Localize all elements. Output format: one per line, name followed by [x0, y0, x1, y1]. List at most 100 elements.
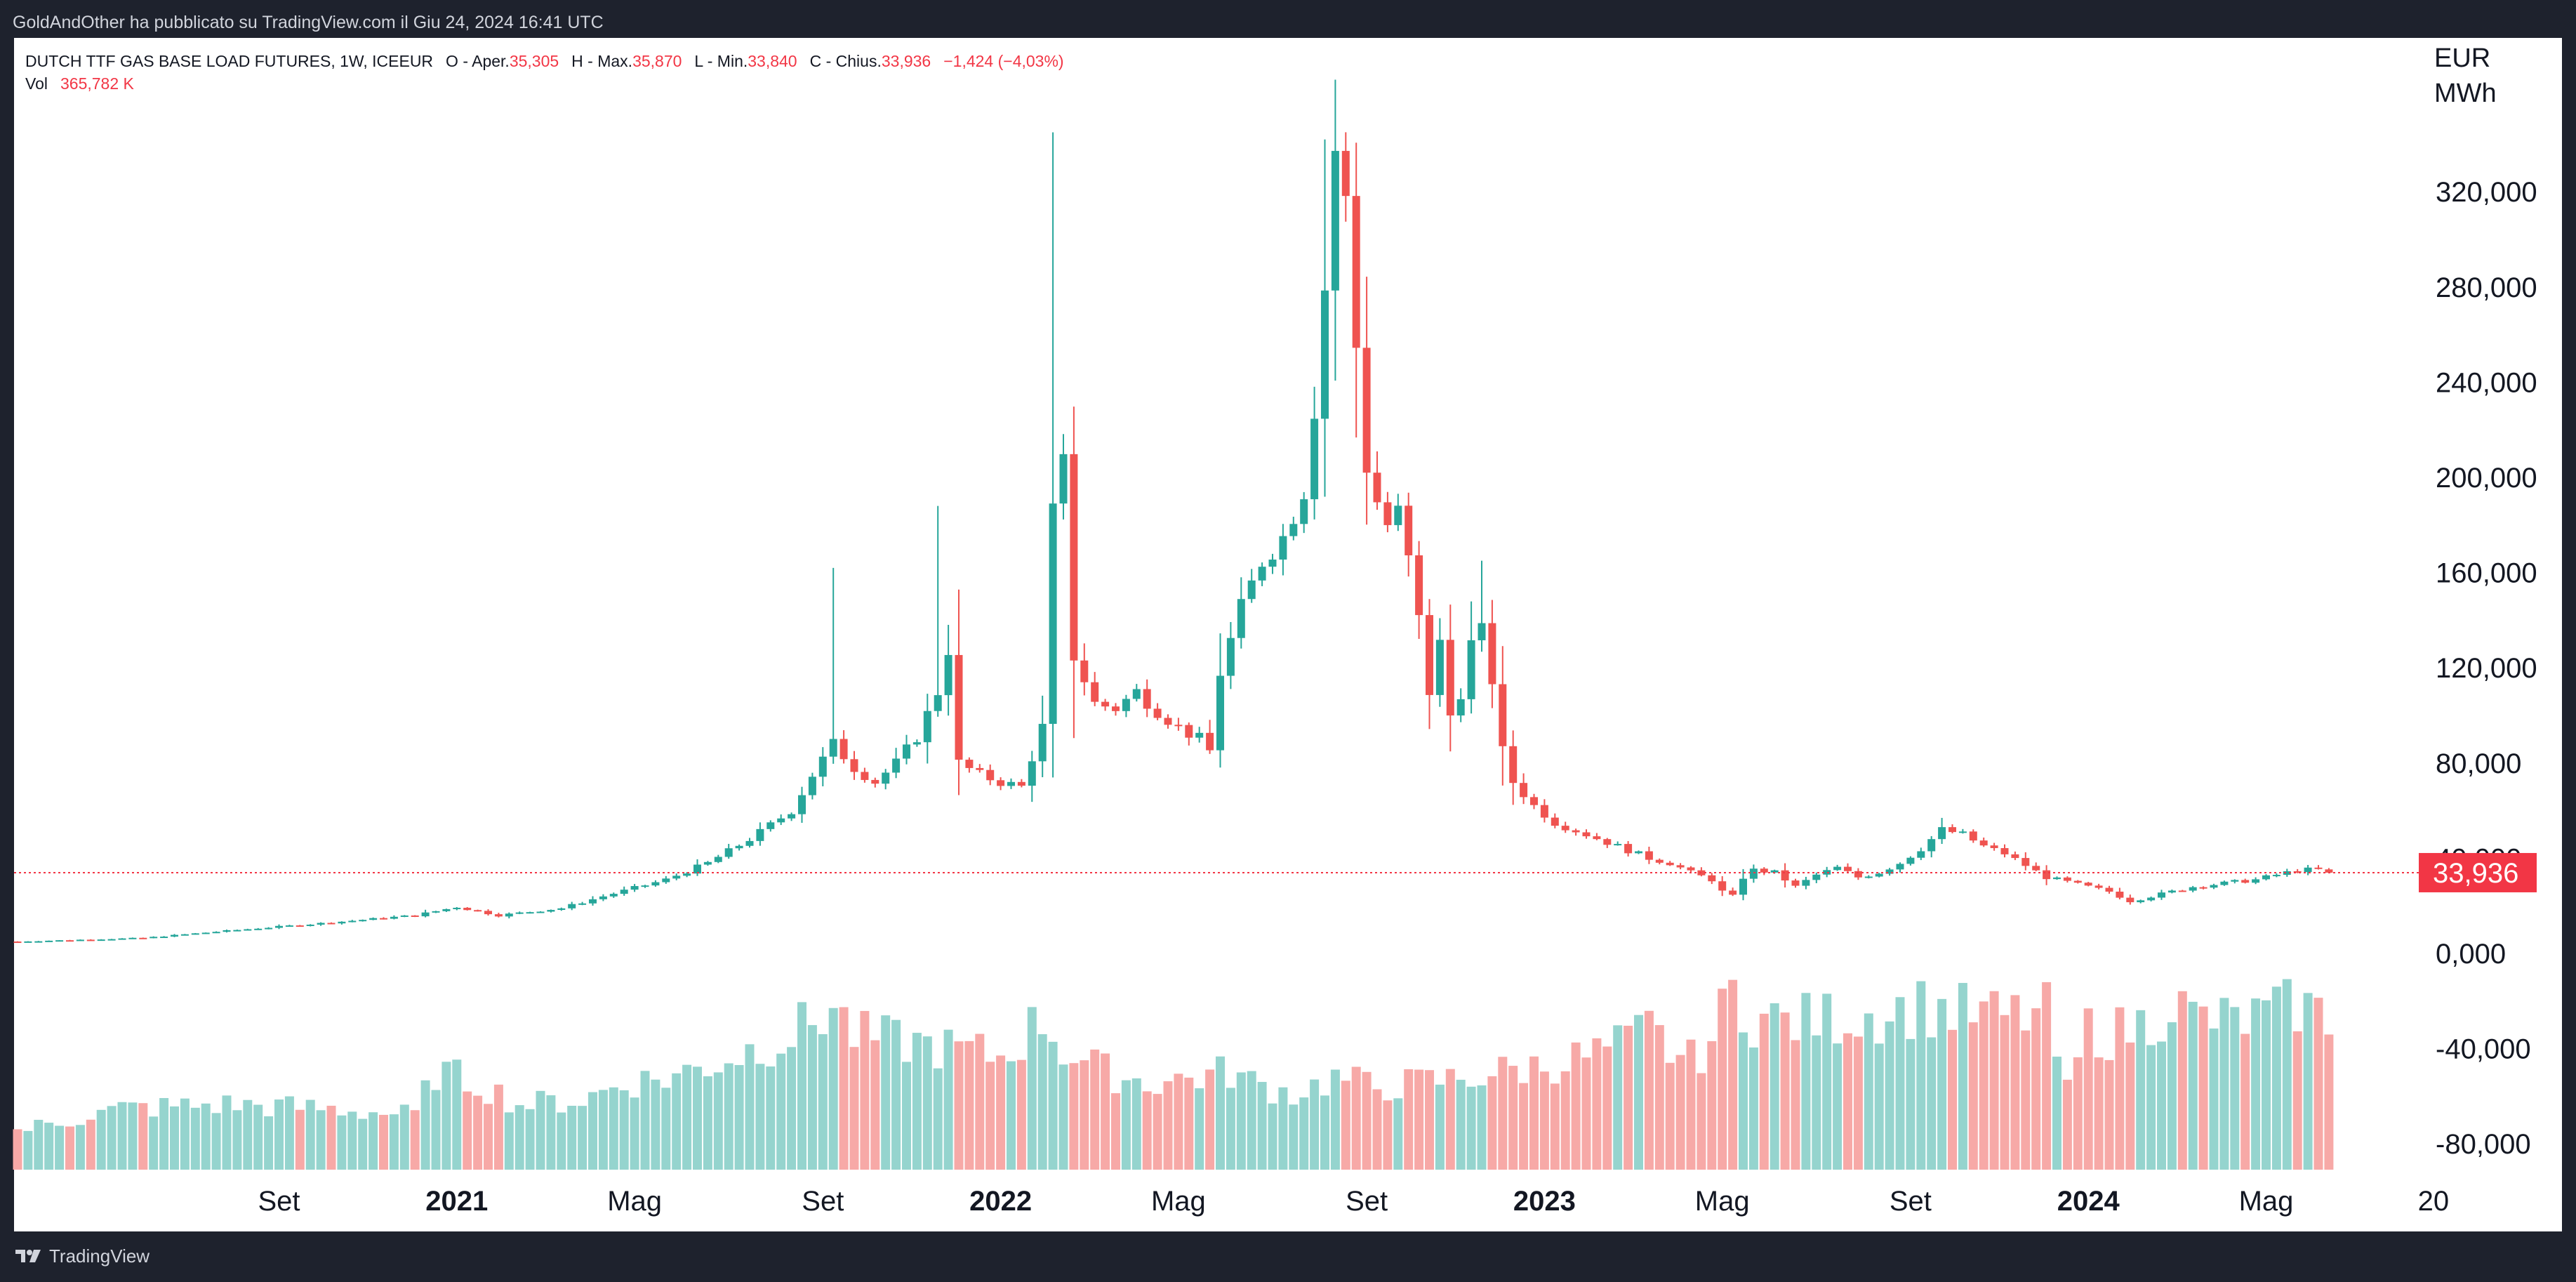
candle-body	[1059, 454, 1068, 504]
candle-body	[2304, 867, 2312, 873]
y-tick-label: 80,000	[2436, 748, 2521, 779]
volume-bar	[1236, 1072, 1246, 1170]
candle-body	[2105, 887, 2113, 892]
volume-bar	[1550, 1083, 1560, 1170]
volume-bar	[1466, 1086, 1476, 1170]
volume-bar	[190, 1107, 200, 1170]
x-tick-label: 20	[2418, 1186, 2450, 1217]
candle-body	[2073, 880, 2082, 883]
legend-high-label: H - Max.	[571, 52, 633, 70]
candle-body	[1948, 827, 1956, 833]
volume-bar	[369, 1112, 378, 1170]
candle-body	[1812, 874, 1821, 880]
x-tick-label: Set	[1890, 1186, 1932, 1217]
volume-bar	[1508, 1066, 1518, 1170]
volume-bar	[1069, 1063, 1079, 1170]
candle-body	[568, 904, 576, 908]
y-tick-label: 200,000	[2436, 463, 2537, 494]
volume-bar	[264, 1116, 274, 1170]
candle-body	[1132, 689, 1141, 699]
candle-body	[944, 654, 952, 696]
candle-body	[745, 840, 754, 846]
x-tick-label: Mag	[2239, 1186, 2294, 1217]
candle-body	[912, 742, 921, 745]
candle-body	[296, 925, 304, 927]
candle-body	[1833, 866, 1842, 871]
candle-body	[589, 899, 597, 904]
candle-body	[1885, 869, 1894, 874]
volume-bar	[1435, 1084, 1445, 1170]
volume-bar	[75, 1125, 85, 1170]
candle-body	[1906, 857, 1915, 864]
candle-body	[390, 916, 398, 919]
candle-body	[2283, 871, 2291, 875]
candle-body	[965, 760, 974, 768]
candle-body	[1237, 599, 1245, 638]
x-tick-label: Set	[258, 1186, 300, 1217]
volume-bar	[1330, 1069, 1340, 1170]
volume-bar	[2167, 1022, 2177, 1170]
candle-body	[1049, 503, 1057, 725]
volume-bar	[1111, 1093, 1120, 1170]
candle-body	[191, 933, 199, 935]
candle-body	[97, 939, 105, 941]
candle-body	[1112, 706, 1120, 711]
candle-body	[1864, 876, 1873, 878]
volume-bar	[159, 1097, 169, 1170]
volume-bar	[1393, 1098, 1403, 1170]
candle-body	[432, 911, 440, 913]
candle-body	[1478, 623, 1486, 640]
volume-bar	[1163, 1081, 1173, 1170]
volume-bar	[1728, 979, 1738, 1170]
candle-body	[903, 744, 910, 759]
candle-body	[275, 925, 283, 928]
candle-body	[526, 912, 534, 914]
candle-body	[1383, 502, 1392, 525]
volume-bar	[1634, 1015, 1643, 1170]
candle-body	[955, 654, 963, 760]
candle-body	[1582, 832, 1591, 837]
candle-body	[1456, 699, 1465, 716]
volume-bar	[1247, 1071, 1256, 1170]
volume-bar	[1906, 1038, 1916, 1170]
volume-bar	[504, 1112, 514, 1170]
tradingview-logo[interactable]: TradingView	[14, 1245, 150, 1267]
volume-bar	[2230, 1007, 2240, 1170]
volume-bar	[2219, 998, 2229, 1170]
volume-bar	[1539, 1071, 1549, 1170]
volume-bar	[1184, 1077, 1194, 1170]
candle-body	[1279, 536, 1287, 560]
volume-bar	[1644, 1010, 1654, 1170]
x-tick-label: Set	[1346, 1186, 1388, 1217]
candle-body	[1802, 880, 1810, 886]
volume-bar	[295, 1109, 305, 1170]
unit-energy: MWh	[2434, 79, 2497, 108]
x-tick-label: Mag	[1151, 1186, 1206, 1217]
volume-bar	[1257, 1082, 1267, 1170]
volume-bar	[891, 1019, 901, 1170]
volume-bar	[1791, 1040, 1800, 1170]
candle-body	[1143, 689, 1151, 709]
volume-bar	[253, 1104, 263, 1170]
unit-label: EUR MWh	[2426, 41, 2562, 118]
volume-bar	[1372, 1089, 1382, 1170]
volume-bar	[1016, 1059, 1026, 1170]
volume-bar	[358, 1118, 368, 1170]
y-tick-label: -80,000	[2436, 1129, 2531, 1160]
candle-body	[1708, 875, 1716, 882]
volume-bar	[651, 1079, 660, 1170]
candle-body	[1488, 623, 1496, 685]
volume-bar	[1445, 1069, 1455, 1170]
candle-body	[1394, 505, 1402, 525]
candle-body	[1352, 196, 1360, 348]
volume-bar	[1142, 1091, 1152, 1170]
candle-body	[861, 772, 869, 780]
volume-bar	[2177, 991, 2187, 1170]
candle-body	[400, 915, 409, 917]
volume-bar	[755, 1064, 765, 1170]
volume-bar	[1812, 1035, 1821, 1170]
volume-bar	[1090, 1049, 1100, 1170]
volume-bar	[1560, 1071, 1570, 1170]
volume-bar	[2188, 1001, 2198, 1170]
